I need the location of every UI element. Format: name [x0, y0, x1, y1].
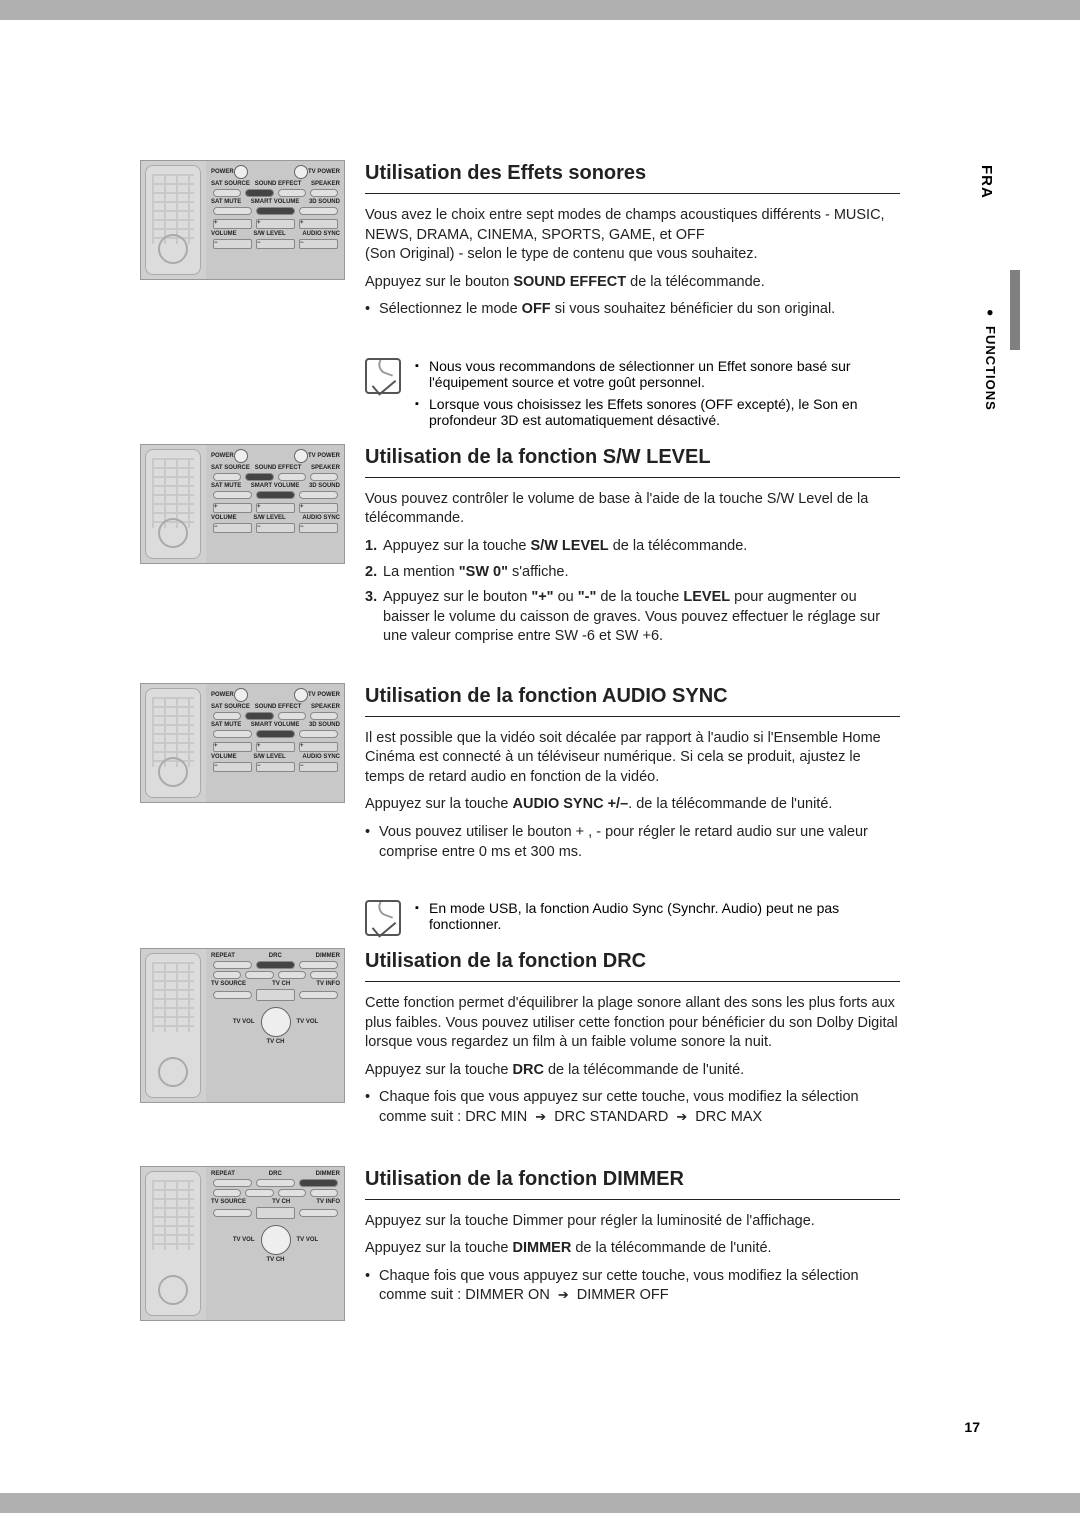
list-item: Sélectionnez le mode OFF si vous souhait…	[365, 300, 900, 320]
manual-page: FRA FUNCTIONS POWERTV POWER SAT SOURCESO…	[0, 20, 1080, 1493]
note-item: Nous vous recommandons de sélectionner u…	[415, 358, 900, 390]
section-drc: REPEATDRCDIMMER TV SOURCETV CHTV INFO TV…	[140, 948, 900, 1135]
note-item: Lorsque vous choisissez les Effets sonor…	[415, 396, 900, 428]
page-number: 17	[964, 1419, 980, 1435]
paragraph: Appuyez sur la touche DRC de la télécomm…	[365, 1061, 900, 1081]
content-area: POWERTV POWER SAT SOURCESOUND EFFECTSPEA…	[140, 160, 900, 1321]
arrow-icon	[558, 1286, 569, 1306]
paragraph: Vous pouvez contrôler le volume de base …	[365, 490, 900, 529]
paragraph: Appuyez sur le bouton SOUND EFFECT de la…	[365, 273, 900, 293]
paragraph: Cette fonction permet d'équilibrer la pl…	[365, 994, 900, 1053]
heading-dimmer: Utilisation de la fonction DIMMER	[365, 1166, 900, 1200]
section-sound-effects: POWERTV POWER SAT SOURCESOUND EFFECTSPEA…	[140, 160, 900, 328]
note-icon	[365, 358, 401, 394]
note-block: Nous vous recommandons de sélectionner u…	[365, 358, 900, 434]
list-item: Vous pouvez utiliser le bouton + , - pou…	[365, 823, 900, 862]
note-block: En mode USB, la fonction Audio Sync (Syn…	[365, 900, 900, 938]
remote-illustration: POWERTV POWER SAT SOURCESOUND EFFECTSPEA…	[140, 160, 345, 280]
remote-illustration: REPEATDRCDIMMER TV SOURCETV CHTV INFO TV…	[140, 948, 345, 1103]
section-dimmer: REPEATDRCDIMMER TV SOURCETV CHTV INFO TV…	[140, 1166, 900, 1321]
list-item: Chaque fois que vous appuyez sur cette t…	[365, 1267, 900, 1306]
section-sw-level: POWERTV POWER SAT SOURCESOUND EFFECTSPEA…	[140, 444, 900, 653]
paragraph: Vous avez le choix entre sept modes de c…	[365, 206, 900, 265]
section-tab: FUNCTIONS	[983, 305, 998, 411]
note-item: En mode USB, la fonction Audio Sync (Syn…	[415, 900, 900, 932]
heading-sw-level: Utilisation de la fonction S/W LEVEL	[365, 444, 900, 478]
arrow-icon	[676, 1108, 687, 1128]
remote-illustration: REPEATDRCDIMMER TV SOURCETV CHTV INFO TV…	[140, 1166, 345, 1321]
paragraph: Appuyez sur la touche DIMMER de la téléc…	[365, 1239, 900, 1259]
step-item: 3.Appuyez sur le bouton "+" ou "-" de la…	[365, 588, 900, 647]
heading-sound-effects: Utilisation des Effets sonores	[365, 160, 900, 194]
side-tab-marker	[1010, 270, 1020, 350]
step-item: 1.Appuyez sur la touche S/W LEVEL de la …	[365, 537, 900, 557]
section-audio-sync: POWERTV POWER SAT SOURCESOUND EFFECTSPEA…	[140, 683, 900, 870]
remote-illustration: POWERTV POWER SAT SOURCESOUND EFFECTSPEA…	[140, 683, 345, 803]
remote-illustration: POWERTV POWER SAT SOURCESOUND EFFECTSPEA…	[140, 444, 345, 564]
step-item: 2.La mention "SW 0" s'affiche.	[365, 563, 900, 583]
paragraph: Appuyez sur la touche AUDIO SYNC +/–. de…	[365, 795, 900, 815]
paragraph: Appuyez sur la touche Dimmer pour régler…	[365, 1212, 900, 1232]
heading-drc: Utilisation de la fonction DRC	[365, 948, 900, 982]
arrow-icon	[535, 1108, 546, 1128]
language-tab: FRA	[978, 165, 995, 199]
heading-audio-sync: Utilisation de la fonction AUDIO SYNC	[365, 683, 900, 717]
note-icon	[365, 900, 401, 936]
list-item: Chaque fois que vous appuyez sur cette t…	[365, 1088, 900, 1127]
paragraph: Il est possible que la vidéo soit décalé…	[365, 729, 900, 788]
